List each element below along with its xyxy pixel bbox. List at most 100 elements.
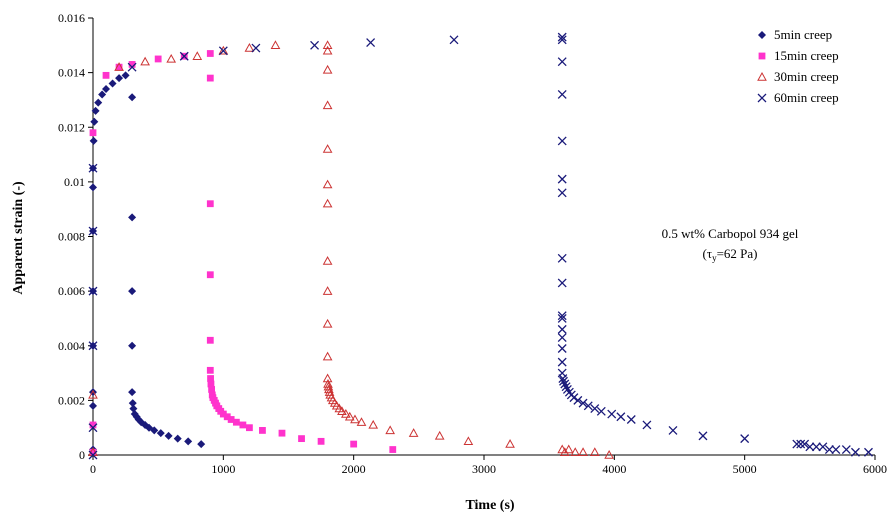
data-point [128, 61, 136, 68]
data-point [557, 324, 567, 334]
y-tick-label: 0.014 [58, 66, 85, 80]
data-point [322, 45, 333, 55]
x-axis-title: Time (s) [465, 498, 514, 513]
data-point [558, 374, 568, 383]
data-point [121, 71, 130, 80]
data-point [322, 179, 333, 189]
data-point [218, 46, 228, 56]
data-point [88, 226, 98, 236]
data-point [89, 183, 97, 192]
data-point [128, 93, 137, 102]
data-point [88, 341, 98, 351]
data-point [322, 100, 333, 110]
data-point [557, 313, 567, 323]
data-point [389, 446, 397, 453]
data-point [197, 440, 206, 449]
data-point [573, 395, 583, 405]
data-point [864, 447, 873, 457]
data-point [154, 55, 162, 63]
data-point [88, 286, 98, 296]
y-tick-label: 0.008 [58, 230, 85, 244]
data-point [557, 90, 567, 99]
data-point [115, 74, 124, 83]
annotation-line-2: (τy=62 Pa) [703, 246, 758, 263]
annotation-value: =62 Pa) [717, 246, 758, 261]
legend-marker [758, 52, 766, 60]
data-point [114, 62, 124, 71]
data-point [128, 287, 137, 296]
data-point [206, 271, 214, 279]
data-point [356, 417, 367, 426]
data-point [223, 413, 231, 421]
data-point [89, 421, 97, 429]
data-point [559, 447, 570, 456]
data-point [90, 117, 99, 126]
data-point [557, 174, 567, 184]
data-point [89, 136, 98, 145]
data-point [206, 50, 214, 57]
data-point [800, 439, 810, 449]
data-point [128, 341, 137, 350]
data-point [207, 375, 214, 382]
x-tick-label: 4000 [602, 462, 626, 476]
data-point [184, 437, 193, 446]
data-point [129, 404, 138, 413]
data-point [340, 409, 351, 418]
data-point [557, 188, 567, 198]
data-point [127, 62, 137, 72]
data-point [91, 106, 100, 115]
data-point [227, 416, 235, 423]
data-point [322, 286, 333, 295]
x-tick-label: 2000 [342, 462, 366, 476]
data-point [115, 63, 123, 71]
data-points [88, 32, 873, 460]
annotation-line-1: 0.5 wt% Carbopol 934 gel [662, 226, 799, 241]
data-point [557, 57, 567, 67]
data-point [350, 414, 360, 424]
data-point [322, 198, 333, 208]
x-tick-label: 5000 [733, 462, 757, 476]
data-point [88, 163, 98, 173]
series-4 [88, 32, 873, 460]
x-tick-label: 1000 [211, 462, 235, 476]
data-point [841, 445, 851, 454]
data-point [557, 32, 567, 42]
data-point [805, 442, 815, 452]
data-point [278, 429, 286, 437]
data-point [322, 256, 333, 265]
data-point [88, 450, 98, 460]
data-point [246, 424, 253, 432]
data-point [98, 90, 107, 99]
y-axis-title: Apparent strain (-) [11, 181, 26, 295]
data-point [88, 423, 98, 433]
data-point [259, 427, 266, 434]
data-point [156, 429, 165, 438]
annotation-tau: (τ [703, 246, 713, 261]
data-point [94, 98, 103, 107]
data-point [569, 393, 579, 403]
data-point [850, 447, 860, 457]
data-point [219, 410, 227, 418]
data-point [626, 415, 636, 424]
data-point [366, 38, 376, 48]
data-point [596, 406, 606, 416]
data-point [89, 448, 97, 456]
data-point [831, 445, 841, 454]
data-point [698, 431, 708, 441]
data-point [88, 389, 98, 399]
data-point [102, 85, 111, 94]
y-tick-label: 0.01 [64, 175, 85, 189]
data-point [322, 40, 333, 50]
x-tick-label: 6000 [863, 462, 887, 476]
legend-marker [758, 31, 766, 39]
data-point [128, 388, 137, 397]
data-point [128, 213, 137, 222]
data-point [557, 35, 567, 45]
data-point [298, 435, 305, 443]
data-point [557, 253, 567, 263]
data-point [563, 444, 574, 454]
data-point [179, 51, 189, 61]
series-2 [89, 50, 397, 456]
data-point [557, 357, 567, 367]
